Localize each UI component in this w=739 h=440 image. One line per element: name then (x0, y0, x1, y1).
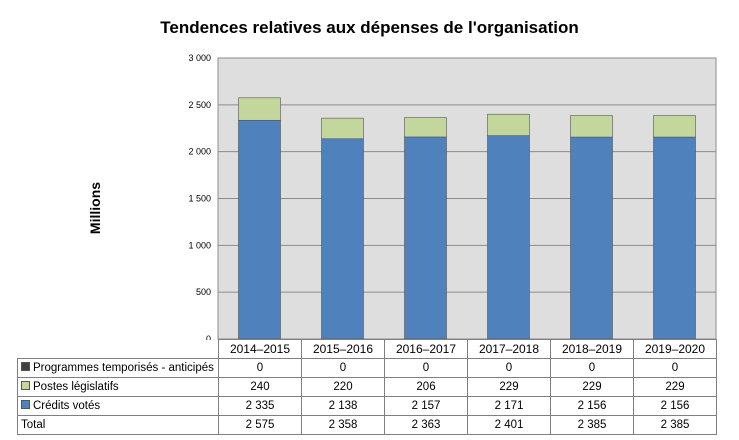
x-tick-label: 2018–2019 (550, 339, 634, 359)
bar-credits-votes (321, 138, 364, 340)
bar-postes-legislatifs (653, 115, 696, 138)
table-cell: 2 156 (550, 396, 634, 416)
legend-entry-postes: Postes législatifs (17, 377, 219, 397)
table-cell: 0 (550, 358, 634, 378)
table-cell: 2 401 (467, 415, 551, 435)
table-cell: 2 358 (301, 415, 385, 435)
table-cell: 206 (384, 377, 468, 397)
table-cell: 0 (301, 358, 385, 378)
table-cell: 2 156 (633, 396, 717, 416)
chart-plot: 0 500 1 000 1 500 2 000 2 500 3 000 (188, 53, 717, 340)
bar-credits-votes (238, 119, 281, 340)
bar-credits-votes (570, 136, 613, 340)
y-tick-label: 1 000 (188, 240, 211, 250)
table-cell: 0 (218, 358, 302, 378)
bar-postes-legislatifs (487, 113, 530, 136)
table-cell: 229 (633, 377, 717, 397)
x-tick-label: 2015–2016 (301, 339, 385, 359)
table-row-programmes: Programmes temporisés - anticipés 0 0 0 … (17, 358, 717, 378)
table-cell: 2 171 (467, 396, 551, 416)
bar-postes-legislatifs (238, 97, 281, 121)
table-cell: 2 575 (218, 415, 302, 435)
legend-label: Crédits votés (33, 400, 101, 412)
table-cell: 0 (633, 358, 717, 378)
table-cell: 220 (301, 377, 385, 397)
y-tick-label: 500 (196, 287, 211, 297)
legend-entry-programmes: Programmes temporisés - anticipés (17, 358, 219, 378)
x-tick-label: 2014–2015 (218, 339, 302, 359)
table-cell: 240 (218, 377, 302, 397)
y-tick-label: 1 500 (188, 194, 211, 204)
bar-postes-legislatifs (321, 117, 364, 140)
table-cell: 229 (550, 377, 634, 397)
y-tick-label: 0 (206, 334, 211, 340)
legend-label: Programmes temporisés - anticipés (33, 362, 214, 374)
x-tick-label: 2016–2017 (384, 339, 468, 359)
y-tick-label: 2 500 (188, 100, 211, 110)
table-header-row: 2014–2015 2015–2016 2016–2017 2017–2018 … (17, 339, 717, 359)
total-row-label: Total (17, 415, 219, 435)
y-tick-label: 2 000 (188, 147, 211, 157)
table-cell: 2 363 (384, 415, 468, 435)
legend-label: Postes législatifs (33, 381, 119, 393)
table-cell: 2 335 (218, 396, 302, 416)
bar-credits-votes (653, 136, 696, 340)
y-tick-label: 3 000 (188, 53, 211, 63)
bar-credits-votes (487, 135, 530, 340)
table-corner (17, 339, 219, 359)
table-cell: 0 (384, 358, 468, 378)
legend-swatch (21, 381, 30, 390)
table-cell: 2 385 (633, 415, 717, 435)
x-tick-label: 2017–2018 (467, 339, 551, 359)
table-row-total: Total 2 575 2 358 2 363 2 401 2 385 2 38… (17, 415, 717, 435)
legend-swatch (21, 400, 30, 409)
bar-credits-votes (404, 136, 447, 340)
legend-swatch (21, 362, 30, 371)
x-tick-label: 2019–2020 (633, 339, 717, 359)
table-row-credits: Crédits votés 2 335 2 138 2 157 2 171 2 … (17, 396, 717, 416)
table-cell: 2 138 (301, 396, 385, 416)
table-cell: 2 385 (550, 415, 634, 435)
bar-postes-legislatifs (570, 115, 613, 138)
data-table: 2014–2015 2015–2016 2016–2017 2017–2018 … (17, 339, 717, 435)
table-cell: 0 (467, 358, 551, 378)
bar-postes-legislatifs (404, 117, 447, 138)
legend-entry-credits: Crédits votés (17, 396, 219, 416)
chart-title: Tendences relatives aux dépenses de l'or… (160, 18, 579, 37)
table-cell: 2 157 (384, 396, 468, 416)
table-row-postes: Postes législatifs 240 220 206 229 229 2… (17, 377, 717, 397)
table-cell: 229 (467, 377, 551, 397)
